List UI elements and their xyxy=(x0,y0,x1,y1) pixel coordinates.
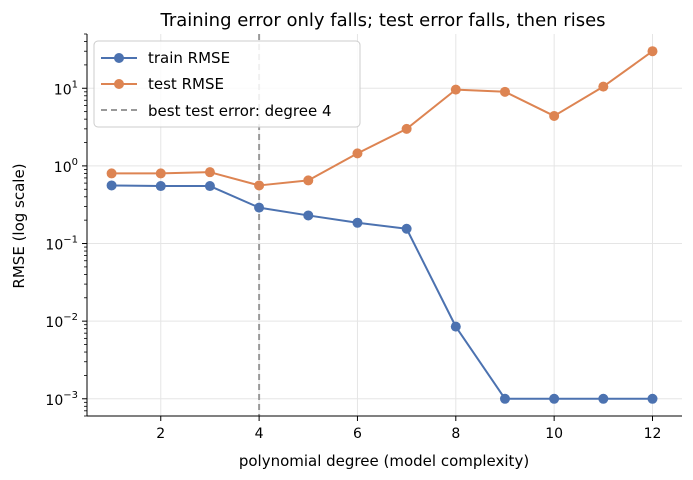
train-data-point xyxy=(499,393,510,404)
chart-title: Training error only falls; test error fa… xyxy=(159,10,605,31)
test-data-point xyxy=(499,86,510,97)
train-data-point xyxy=(549,393,560,404)
train-data-point xyxy=(352,217,363,228)
train-data-point xyxy=(106,180,117,191)
y-tick-label: 10−2 xyxy=(45,312,78,331)
legend-test-marker xyxy=(114,79,124,89)
test-data-point xyxy=(647,46,658,57)
x-tick-label: 12 xyxy=(644,426,662,442)
test-data-point xyxy=(303,175,314,186)
x-tick-label: 10 xyxy=(545,426,563,442)
test-data-point xyxy=(352,148,363,159)
series-layer xyxy=(106,46,658,404)
legend: train RMSE test RMSE best test error: de… xyxy=(93,40,361,128)
test-data-point xyxy=(106,168,117,179)
legend-vline-label: best test error: degree 4 xyxy=(148,102,332,120)
legend-test-label: test RMSE xyxy=(148,75,224,93)
legend-train-label: train RMSE xyxy=(148,49,230,67)
test-data-point xyxy=(155,168,166,179)
train-data-point xyxy=(155,181,166,192)
legend-train-marker xyxy=(114,53,124,63)
ticks: 2 4 6 8 10 12 10−3 10−2 10−1 100 101 xyxy=(45,33,662,442)
test-data-point xyxy=(598,81,609,92)
train-data-point xyxy=(204,181,215,192)
y-axis-title: RMSE (log scale) xyxy=(10,163,28,288)
test-series-line xyxy=(111,50,654,187)
train-data-point xyxy=(598,393,609,404)
test-data-point xyxy=(401,123,412,134)
train-series-line xyxy=(111,184,653,400)
legend-frame xyxy=(93,40,361,128)
train-data-point xyxy=(303,210,314,221)
train-data-point xyxy=(254,202,265,213)
y-tick-label: 10−1 xyxy=(45,235,78,254)
x-axis-title: polynomial degree (model complexity) xyxy=(239,452,529,470)
test-data-point xyxy=(450,84,461,95)
y-tick-label: 10−3 xyxy=(45,390,78,409)
train-data-point xyxy=(401,223,412,234)
train-data-point xyxy=(647,393,658,404)
x-tick-label: 2 xyxy=(156,426,165,442)
x-tick-label: 4 xyxy=(255,426,264,442)
test-data-point xyxy=(254,180,265,191)
train-data-point xyxy=(450,321,461,332)
x-tick-label: 8 xyxy=(451,426,460,442)
x-tick-label: 6 xyxy=(353,426,362,442)
test-data-point xyxy=(549,110,560,121)
y-tick-label: 100 xyxy=(54,157,78,176)
y-tick-label: 101 xyxy=(54,79,78,98)
test-data-point xyxy=(204,167,215,178)
